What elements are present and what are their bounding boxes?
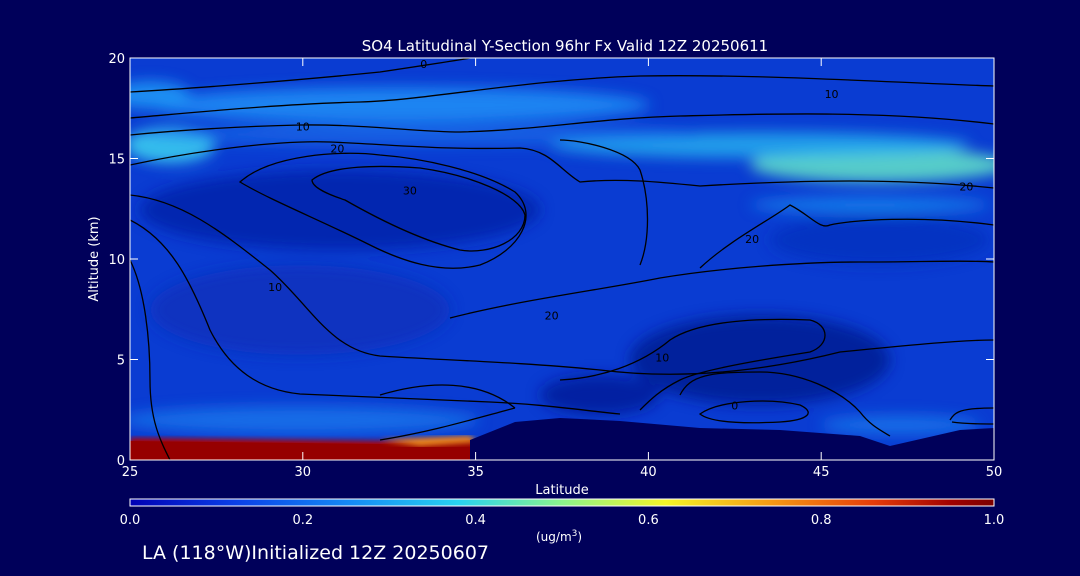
colorbar-tick-label: 0.8 bbox=[811, 513, 832, 528]
y-tick-label: 15 bbox=[108, 153, 125, 168]
colorbar-unit-close: ) bbox=[577, 530, 582, 544]
contour-label: 20 bbox=[745, 233, 759, 246]
colorbar-unit-sup: 3 bbox=[572, 529, 578, 539]
colorbar: 0.0 0.2 0.4 0.6 0.8 1.0 (ug/m3) bbox=[120, 498, 1005, 544]
contour-label: 20 bbox=[545, 309, 559, 322]
chart-title: SO4 Latitudinal Y-Section 96hr Fx Valid … bbox=[362, 37, 768, 55]
contour-label: 0 bbox=[420, 58, 427, 71]
colorbar-unit: (ug/m3) bbox=[536, 529, 582, 544]
contour-label: 20 bbox=[959, 181, 973, 194]
x-tick-label: 40 bbox=[640, 465, 657, 480]
contour-label: 10 bbox=[296, 120, 310, 133]
contour-labels: 0 10 20 30 10 20 10 20 0 10 20 bbox=[268, 58, 973, 413]
x-tick-label: 35 bbox=[467, 465, 484, 480]
colorbar-tick-label: 0.0 bbox=[120, 513, 141, 528]
y-tick-label: 10 bbox=[108, 253, 125, 268]
contour-label: 20 bbox=[330, 142, 344, 155]
x-tick-label: 45 bbox=[813, 465, 830, 480]
contour-label: 30 bbox=[403, 185, 417, 198]
x-tick-label: 25 bbox=[122, 465, 139, 480]
contour-label: 10 bbox=[268, 281, 282, 294]
colorbar-gradient bbox=[129, 498, 995, 507]
colorbar-tick-label: 1.0 bbox=[984, 513, 1005, 528]
contour-label: 10 bbox=[655, 351, 669, 364]
x-axis-label: Latitude bbox=[535, 483, 589, 498]
x-tick-label: 50 bbox=[986, 465, 1003, 480]
colorbar-ticks: 0.0 0.2 0.4 0.6 0.8 1.0 bbox=[120, 513, 1005, 528]
x-axis: 25 30 35 40 45 50 bbox=[122, 58, 1003, 480]
y-tick-label: 5 bbox=[117, 354, 125, 369]
concentration-field bbox=[130, 58, 994, 460]
y-axis: 0 5 10 15 20 bbox=[108, 52, 994, 469]
colorbar-tick-label: 0.4 bbox=[465, 513, 486, 528]
y-axis-label: Altitude (km) bbox=[87, 216, 102, 301]
colorbar-unit-text: (ug/m bbox=[536, 530, 572, 544]
contour-lines bbox=[130, 58, 994, 460]
colorbar-tick-label: 0.2 bbox=[292, 513, 313, 528]
contour-label: 10 bbox=[825, 88, 839, 101]
x-tick-label: 30 bbox=[295, 465, 312, 480]
y-tick-label: 20 bbox=[108, 52, 125, 67]
colorbar-tick-label: 0.6 bbox=[638, 513, 659, 528]
footer-text: LA (118°W)Initialized 12Z 20250607 bbox=[142, 542, 489, 564]
y-tick-label: 0 bbox=[117, 454, 125, 469]
contour-label: 0 bbox=[731, 400, 738, 413]
